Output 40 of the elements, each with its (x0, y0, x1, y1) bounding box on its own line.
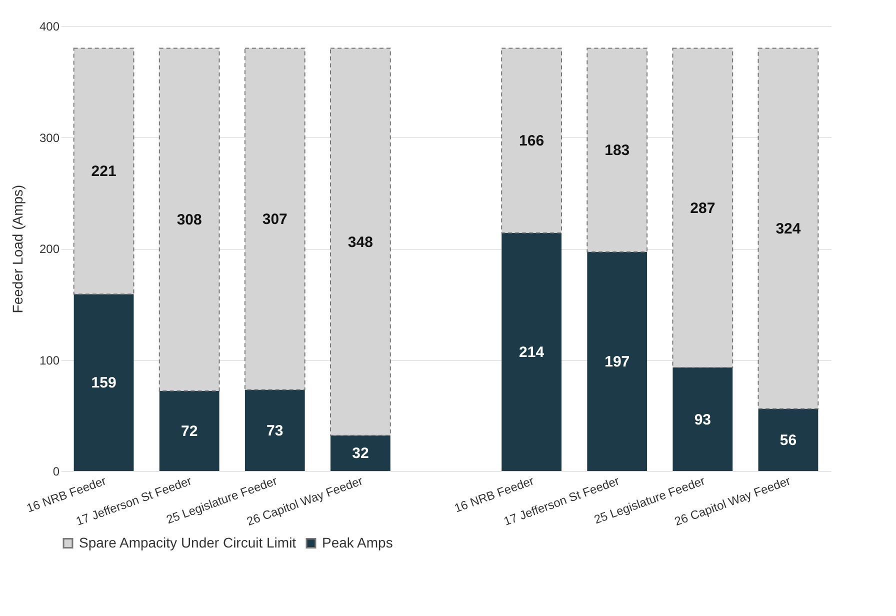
bar (586, 48, 648, 252)
bar (501, 48, 562, 234)
bar (330, 48, 391, 436)
data-label: 287 (690, 200, 716, 217)
bar (244, 390, 305, 471)
data-label: 214 (519, 344, 545, 361)
data-label: 308 (176, 212, 202, 229)
bar (159, 390, 220, 471)
data-label: 56 (780, 432, 797, 449)
bar (587, 252, 648, 471)
data-label: 324 (776, 220, 802, 238)
data-label: 166 (519, 132, 544, 150)
bar (502, 232, 562, 471)
legend-label: Peak Amps (322, 534, 393, 550)
bar (158, 48, 220, 392)
data-label: 307 (262, 211, 288, 228)
data-label: 197 (604, 353, 630, 370)
bar (330, 435, 390, 471)
data-label: 159 (91, 374, 116, 392)
bar (244, 48, 306, 390)
legend-label: Spare Ampacity Under Circuit Limit (79, 534, 296, 550)
y-tick-label: 100 (39, 353, 60, 368)
data-label: 183 (604, 142, 630, 160)
data-label: 93 (694, 411, 712, 428)
y-tick-label: 400 (39, 20, 60, 34)
bar (74, 294, 134, 471)
data-label: 73 (266, 422, 284, 440)
bar (758, 408, 818, 471)
bar (73, 48, 134, 295)
data-label: 72 (180, 422, 198, 440)
data-label: 348 (348, 234, 373, 251)
bar (758, 48, 819, 410)
y-axis-title: Feeder Load (Amps) (9, 184, 26, 314)
data-label: 32 (352, 445, 369, 462)
y-tick-label: 200 (39, 242, 60, 256)
y-tick-label: 300 (39, 130, 60, 145)
data-label: 221 (91, 163, 116, 180)
y-tick-label: 0 (52, 464, 60, 478)
bar (672, 48, 734, 368)
bar (672, 368, 733, 471)
